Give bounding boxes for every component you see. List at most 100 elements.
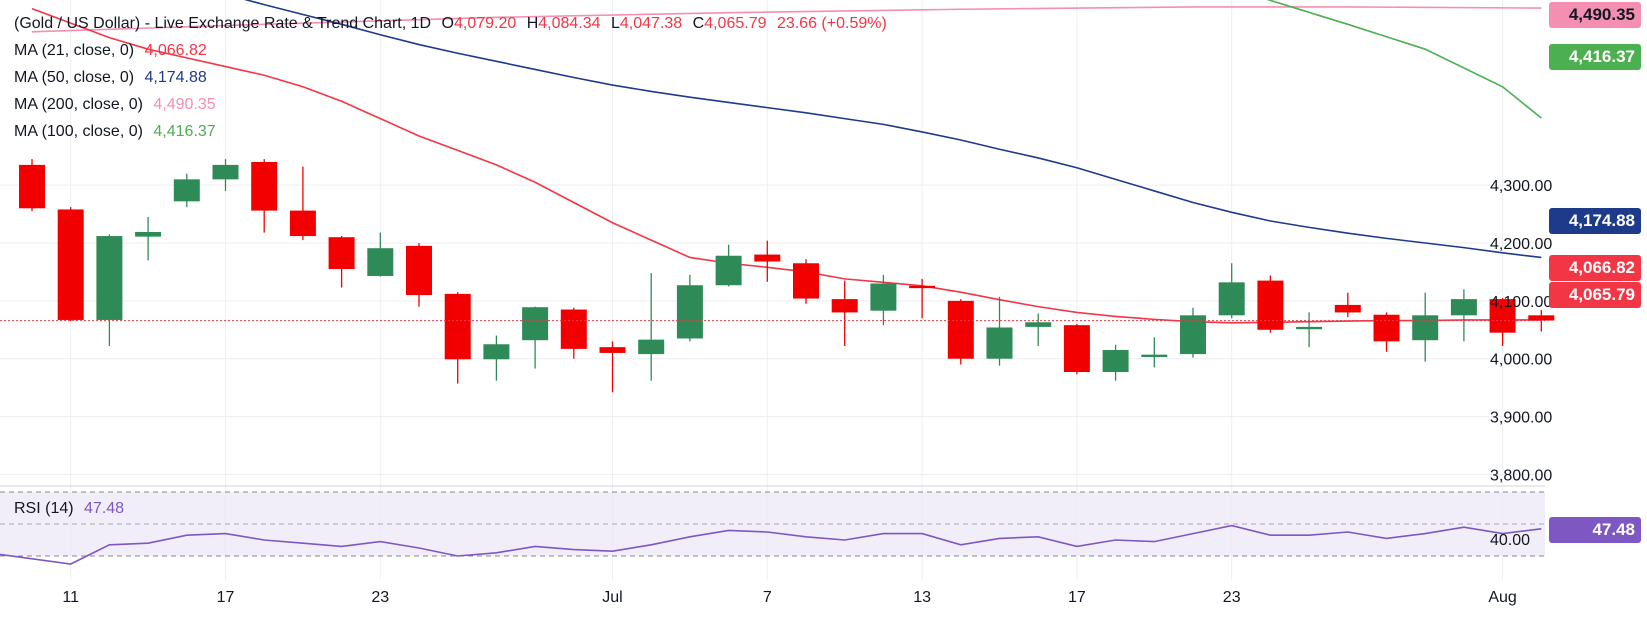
ma50-line [243, 0, 1542, 259]
candle-body [793, 263, 819, 299]
candle-body [986, 327, 1013, 359]
candle-up [715, 244, 742, 287]
candle-body [173, 179, 200, 202]
candle-up [367, 232, 394, 277]
candle-up [870, 274, 897, 326]
candle-body [212, 164, 239, 180]
candle-body [135, 232, 162, 237]
moving-averages [31, 0, 1542, 324]
candle-body [444, 293, 471, 360]
x-tick-label: Jul [602, 589, 622, 606]
candle-down [1334, 292, 1361, 318]
candle-down [1489, 297, 1516, 346]
indicator-label: MA (21, close, 0) [14, 42, 135, 59]
candle-up [522, 306, 549, 369]
candle-up [1412, 292, 1439, 362]
candle-body [1218, 282, 1245, 316]
ma200-price-tag: 4,490.35 [1549, 2, 1641, 28]
candle-body [483, 344, 510, 360]
ma100-price-tag: 4,416.37 [1549, 44, 1641, 70]
candle-down [560, 307, 587, 359]
indicator-ma100[interactable]: MA (100, close, 0) 4,416.37 [14, 123, 222, 141]
high-label: H [526, 15, 539, 32]
indicator-ma21[interactable]: MA (21, close, 0) 4,066.82 [14, 42, 213, 60]
candle-down [1257, 275, 1284, 333]
x-tick-label: 7 [763, 589, 772, 606]
candle-up [676, 274, 703, 342]
rsi-hidden-tick: 40.00 [1490, 532, 1530, 549]
candle-body [1025, 322, 1052, 327]
x-tick-label: 23 [371, 589, 389, 606]
candle-body [328, 237, 355, 270]
high-value: 4,084.34 [538, 15, 601, 32]
candle-body [715, 255, 742, 286]
low-label: L [611, 15, 620, 32]
candle-body [1257, 280, 1284, 330]
candle-body [367, 248, 394, 276]
candle-body [19, 164, 45, 209]
close-value: 4,065.79 [704, 15, 767, 32]
indicator-value: 4,416.37 [153, 123, 216, 140]
candle-down [289, 166, 316, 241]
candle-up [483, 335, 510, 381]
candle-body [1450, 299, 1477, 316]
open-value: 4,079.20 [453, 15, 517, 32]
indicator-label: MA (50, close, 0) [14, 69, 135, 86]
ma200-line [31, 6, 1542, 33]
candle-body [638, 339, 665, 355]
rsi-legend[interactable]: RSI (14) 47.48 [14, 500, 130, 518]
candle-body [1373, 314, 1400, 342]
rsi-value: 47.48 [84, 500, 125, 517]
candle-body [289, 210, 316, 237]
candle-body [522, 307, 549, 341]
indicator-value: 4,490.35 [153, 96, 216, 113]
candle-up [986, 296, 1013, 366]
candle-body [831, 299, 858, 313]
indicator-ma200[interactable]: MA (200, close, 0) 4,490.35 [14, 96, 222, 114]
candle-body [754, 254, 781, 262]
candle-up [96, 234, 123, 346]
candle-up [1180, 307, 1206, 358]
candle-up [1450, 289, 1477, 342]
candle-body [599, 347, 626, 353]
last-price-tag: 4,065.79 [1549, 282, 1641, 308]
candle-body [57, 209, 84, 320]
candle-down [1063, 324, 1090, 375]
candle-body [251, 162, 278, 211]
candles [19, 159, 1555, 393]
grid [0, 0, 1545, 580]
candle-body [947, 300, 974, 359]
indicator-value: 4,066.82 [144, 42, 207, 59]
candle-body [1334, 304, 1361, 313]
candle-body [1528, 315, 1555, 321]
candle-down [251, 159, 278, 233]
rsi-band [0, 492, 1545, 556]
y-tick-label: 4,300.00 [1490, 178, 1552, 195]
x-axis[interactable]: 11 17 23 Jul 7 13 17 23 Aug [62, 589, 1516, 606]
candle-up [1296, 312, 1323, 348]
symbol-title: (Gold / US Dollar) - Live Exchange Rate … [14, 15, 432, 32]
indicator-ma50[interactable]: MA (50, close, 0) 4,174.88 [14, 69, 213, 87]
candle-up [1218, 263, 1245, 319]
rsi-polyline [0, 524, 1542, 565]
x-tick-label: Aug [1488, 589, 1516, 606]
candle-up [1025, 313, 1052, 346]
candle-down [599, 341, 626, 393]
indicator-label: MA (200, close, 0) [14, 96, 143, 113]
candle-down [444, 292, 471, 384]
y-axis[interactable]: 4,300.00 4,200.00 4,100.00 4,000.00 3,900.00… [1490, 178, 1552, 484]
candle-down [947, 299, 974, 365]
close-label: C [692, 15, 705, 32]
candle-down [328, 236, 355, 288]
candle-up [1141, 337, 1168, 368]
candle-down [793, 259, 819, 304]
candle-up [638, 273, 665, 381]
ma21-price-tag: 4,066.82 [1549, 255, 1641, 281]
rsi-line [0, 524, 1542, 565]
chart-background [0, 0, 1545, 580]
rsi-tag: 47.48 [1549, 517, 1641, 543]
x-tick-label: 17 [1068, 589, 1086, 606]
y-tick-label: 4,000.00 [1490, 352, 1552, 369]
x-tick-label: 17 [217, 589, 235, 606]
